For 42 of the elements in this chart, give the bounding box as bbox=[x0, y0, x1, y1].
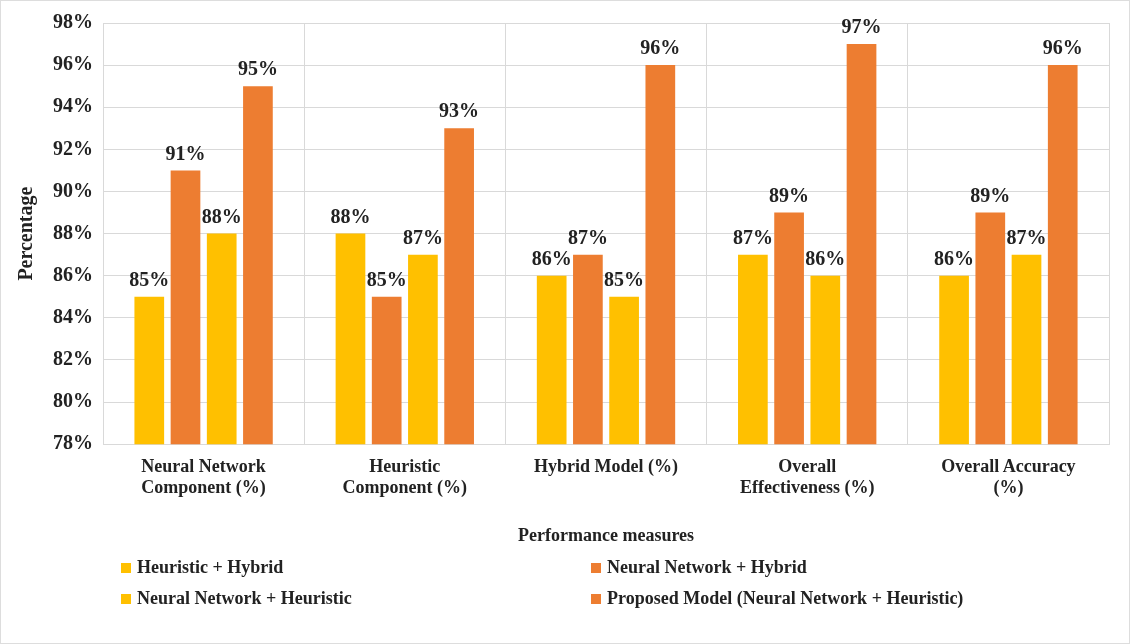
y-axis-title: Percentage bbox=[14, 186, 38, 281]
data-label: 87% bbox=[732, 225, 773, 248]
data-label: 85% bbox=[129, 267, 170, 290]
x-tick-label: Hybrid Model (%) bbox=[534, 455, 678, 477]
data-label: 89% bbox=[970, 183, 1011, 206]
data-label: 96% bbox=[640, 36, 681, 59]
y-tick-label: 78% bbox=[53, 431, 93, 454]
y-tick-label: 90% bbox=[53, 178, 93, 201]
data-label: 93% bbox=[439, 99, 480, 122]
data-label: 86% bbox=[934, 246, 975, 269]
data-label: 87% bbox=[402, 225, 443, 248]
y-tick-label: 92% bbox=[53, 136, 93, 159]
data-label: 96% bbox=[1042, 36, 1083, 59]
data-label: 95% bbox=[237, 57, 278, 80]
legend-label: Neural Network + Hybrid bbox=[607, 557, 807, 578]
data-label: 88% bbox=[330, 204, 371, 227]
y-tick-label: 84% bbox=[53, 305, 93, 328]
y-tick-label: 96% bbox=[53, 52, 93, 75]
y-tick-label: 86% bbox=[53, 262, 93, 285]
data-label: 87% bbox=[567, 225, 608, 248]
x-tick-label: Overall Accuracy (%) bbox=[941, 455, 1076, 499]
data-label: 85% bbox=[366, 267, 407, 290]
x-axis-title: Performance measures bbox=[517, 524, 695, 545]
y-tick-label: 88% bbox=[53, 220, 93, 243]
y-tick-label: 94% bbox=[53, 94, 93, 117]
data-label: 86% bbox=[805, 246, 846, 269]
legend-label: Proposed Model (Neural Network + Heuristic) bbox=[607, 588, 964, 609]
x-tick-label: Neural Network Component (%) bbox=[141, 455, 266, 499]
data-label: 88% bbox=[201, 204, 242, 227]
data-label: 87% bbox=[1006, 225, 1047, 248]
x-tick-label: Overall Effectiveness (%) bbox=[739, 455, 875, 499]
data-label: 85% bbox=[604, 267, 645, 290]
y-tick-label: 80% bbox=[53, 389, 93, 412]
x-tick-label: Heuristic Component (%) bbox=[342, 455, 468, 499]
y-tick-label: 98% bbox=[53, 10, 93, 33]
legend-label: Neural Network + Heuristic bbox=[137, 588, 352, 609]
legend-label: Heuristic + Hybrid bbox=[137, 557, 284, 578]
y-tick-label: 82% bbox=[53, 347, 93, 370]
data-label: 86% bbox=[531, 246, 572, 269]
data-label: 89% bbox=[769, 183, 810, 206]
data-label: 91% bbox=[165, 141, 206, 164]
data-label: 97% bbox=[841, 15, 882, 38]
